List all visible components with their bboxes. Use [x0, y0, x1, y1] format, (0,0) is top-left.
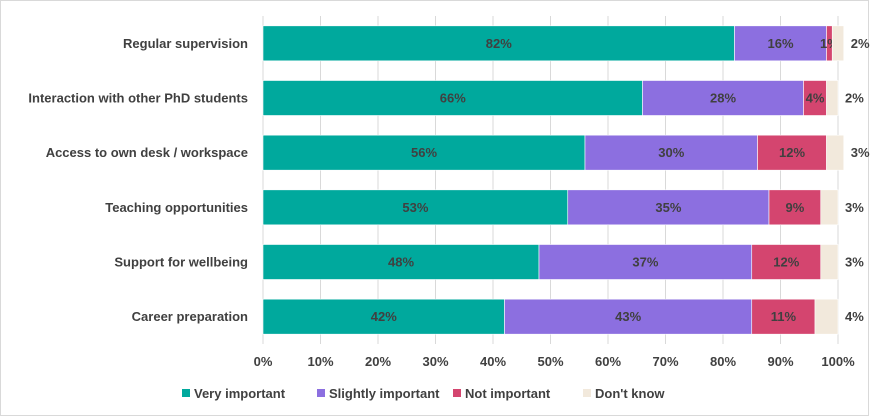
legend-swatch — [317, 389, 325, 397]
legend-swatch — [182, 389, 190, 397]
bar-segment — [262, 189, 569, 226]
bar-segment — [831, 25, 845, 62]
bars: 82% 16% 1% 2%66% 28% 4% 2%56% 30% 12% 3%53% 35% 9% 3… — [262, 25, 870, 335]
category-label: Access to own desk / workspace — [46, 145, 248, 160]
category-label: Support for wellbeing — [114, 255, 248, 270]
bar-segment — [826, 134, 845, 171]
bar-segment — [826, 80, 839, 116]
x-tick-label: 100% — [821, 354, 855, 369]
category-label: Career preparation — [132, 309, 248, 324]
bar-segment — [262, 134, 586, 171]
gridlines — [262, 16, 839, 344]
bar-segment — [567, 189, 770, 226]
data-label: 3% — [851, 145, 870, 160]
data-label: 4% — [845, 309, 864, 324]
x-tick-label: 0% — [254, 354, 273, 369]
x-tick-label: 50% — [537, 354, 563, 369]
data-label: 30% — [658, 145, 684, 160]
bar-segment — [820, 244, 839, 280]
data-label: 16% — [767, 36, 793, 51]
x-tick-labels: 0% 10% 20% 30% 40% 50% 60% 70% 80% 90% 100% — [254, 354, 855, 369]
data-label: 37% — [632, 255, 658, 270]
data-label: 28% — [710, 91, 736, 106]
data-label: 56% — [411, 145, 437, 160]
bar-segment — [751, 244, 822, 280]
x-tick-label: 90% — [767, 354, 793, 369]
data-label: 12% — [773, 255, 799, 270]
bar-segment — [820, 189, 839, 226]
bar-segment — [262, 80, 643, 116]
data-label: 2% — [851, 36, 870, 51]
data-label: 43% — [615, 309, 641, 324]
category-label: Teaching opportunities — [105, 200, 248, 215]
legend-label: Very important — [194, 386, 286, 401]
data-label: 3% — [845, 255, 864, 270]
category-label: Regular supervision — [123, 36, 248, 51]
data-label: 42% — [371, 309, 397, 324]
data-label: 66% — [440, 91, 466, 106]
bar-segment — [262, 25, 735, 62]
legend-label: Not important — [465, 386, 551, 401]
bar-segment — [814, 298, 839, 335]
legend-label: Slightly important — [329, 386, 440, 401]
bar-segment — [538, 244, 753, 280]
bar-segment — [584, 134, 758, 171]
data-label: 9% — [785, 200, 804, 215]
data-label: 2% — [845, 91, 864, 106]
bar-segment — [642, 80, 804, 116]
x-tick-label: 10% — [307, 354, 333, 369]
bar-segment — [262, 244, 540, 280]
legend-label: Don't know — [595, 386, 665, 401]
legend-swatch — [453, 389, 461, 397]
data-label: 11% — [771, 309, 797, 324]
bar-segment — [757, 134, 827, 171]
legend-swatch — [583, 389, 591, 397]
data-label: 12% — [779, 145, 805, 160]
bar-segment — [504, 298, 753, 335]
data-label: 35% — [655, 200, 681, 215]
x-tick-label: 30% — [422, 354, 448, 369]
legend: Very important Slightly important Not impo… — [182, 386, 665, 401]
data-label: 48% — [388, 255, 414, 270]
bar-segment — [768, 189, 822, 226]
x-tick-label: 20% — [365, 354, 391, 369]
x-tick-label: 80% — [710, 354, 736, 369]
bar-segment — [262, 298, 505, 335]
x-tick-label: 60% — [595, 354, 621, 369]
data-label: 4% — [806, 91, 825, 106]
category-label: Interaction with other PhD students — [28, 91, 248, 106]
x-tick-label: 70% — [652, 354, 678, 369]
bar-segment — [751, 298, 816, 335]
data-label: 53% — [402, 200, 428, 215]
data-label: 3% — [845, 200, 864, 215]
data-label: 82% — [486, 36, 512, 51]
x-tick-label: 40% — [480, 354, 506, 369]
category-labels: Regular supervision Interaction with othe… — [28, 36, 248, 324]
